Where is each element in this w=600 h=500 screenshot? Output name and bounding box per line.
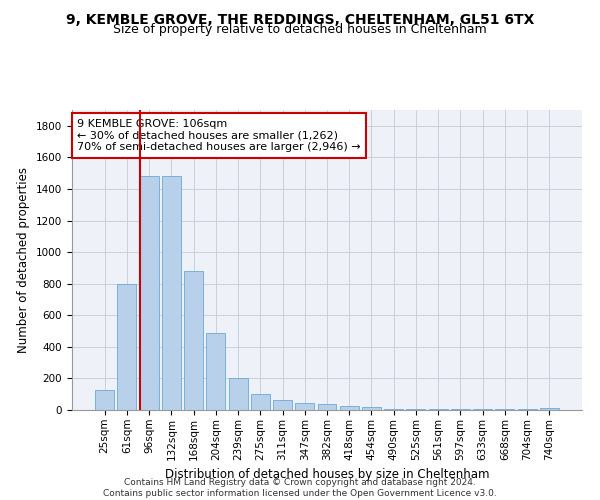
Bar <box>362 407 381 410</box>
Bar <box>273 400 292 410</box>
Bar <box>140 176 158 410</box>
Bar <box>162 176 181 410</box>
Text: 9 KEMBLE GROVE: 106sqm
← 30% of detached houses are smaller (1,262)
70% of semi-: 9 KEMBLE GROVE: 106sqm ← 30% of detached… <box>77 119 361 152</box>
Bar <box>340 406 359 410</box>
Text: Contains HM Land Registry data © Crown copyright and database right 2024.
Contai: Contains HM Land Registry data © Crown c… <box>103 478 497 498</box>
Bar <box>406 409 425 410</box>
Bar <box>184 271 203 410</box>
Bar <box>229 378 248 410</box>
Bar <box>295 403 314 410</box>
Y-axis label: Number of detached properties: Number of detached properties <box>17 167 31 353</box>
Text: Size of property relative to detached houses in Cheltenham: Size of property relative to detached ho… <box>113 22 487 36</box>
Bar <box>251 394 270 410</box>
Bar <box>95 390 114 410</box>
Bar <box>429 409 448 410</box>
Text: 9, KEMBLE GROVE, THE REDDINGS, CHELTENHAM, GL51 6TX: 9, KEMBLE GROVE, THE REDDINGS, CHELTENHA… <box>66 12 534 26</box>
X-axis label: Distribution of detached houses by size in Cheltenham: Distribution of detached houses by size … <box>165 468 489 481</box>
Bar <box>317 404 337 410</box>
Bar <box>118 284 136 410</box>
Bar <box>206 332 225 410</box>
Bar <box>451 409 470 410</box>
Bar <box>384 408 403 410</box>
Bar <box>540 408 559 410</box>
